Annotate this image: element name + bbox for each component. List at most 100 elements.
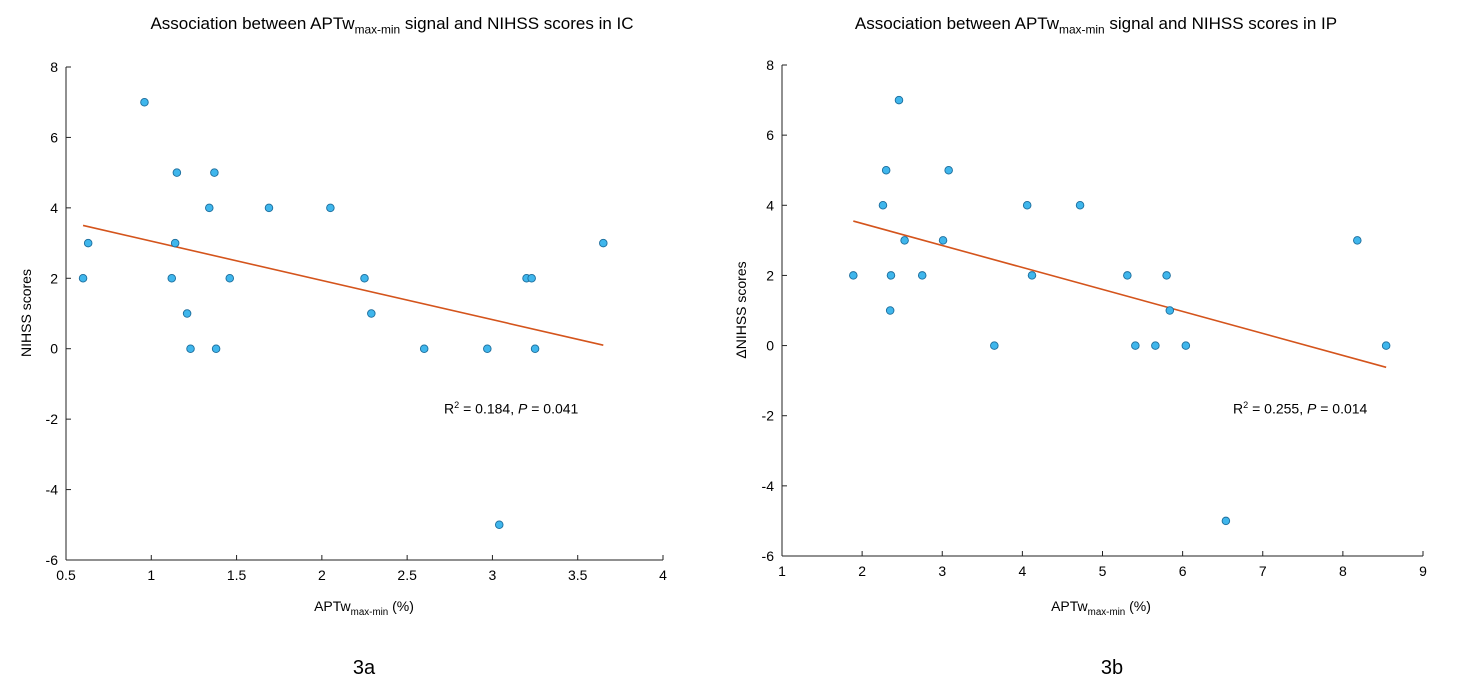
title-text: Association between APTw: [150, 14, 355, 33]
x-tick-label-3b: 9: [1419, 563, 1427, 579]
x-tick-label-3a: 3: [489, 567, 497, 583]
title-subscript: max-min: [1059, 22, 1105, 37]
x-tick-label-3b: 7: [1259, 563, 1267, 579]
p-value: 0.041: [543, 400, 579, 417]
x-tick-label-3a: 0.5: [56, 567, 76, 583]
y-tick-label-3b: 0: [766, 338, 774, 354]
data-point-3b: [990, 341, 999, 350]
data-point-3a: [419, 344, 429, 353]
x-tick-label-3b: 3: [938, 563, 946, 579]
caption-3a: 3a: [352, 657, 376, 679]
x-tick-label-3a: 1: [147, 567, 155, 583]
data-point-3b: [1027, 271, 1037, 280]
data-point-3b: [1381, 341, 1391, 350]
r2-value: 0.184: [475, 400, 511, 417]
xlabel-unit: (%): [388, 598, 414, 614]
chart-title-3b: Association between APTwmax-min signal a…: [855, 14, 1337, 36]
data-point-3a: [83, 238, 93, 248]
title-text-end: signal and NIHSS scores in IP: [1104, 14, 1338, 33]
r2-value: 0.255: [1264, 400, 1300, 417]
x-tick-label-3a: 4: [659, 567, 667, 583]
data-point-3b: [1151, 341, 1160, 350]
y-tick-label-3a: -2: [46, 411, 59, 427]
title-text: Association between APTw: [854, 14, 1060, 33]
data-point-3a: [78, 274, 88, 283]
y-axis-label-3b: ΔNIHSS scores: [733, 261, 749, 359]
data-point-3b: [1131, 341, 1140, 350]
data-point-3a: [205, 203, 214, 213]
data-point-3b: [1221, 516, 1231, 526]
caption-3b: 3b: [1100, 657, 1124, 679]
data-point-3a: [210, 168, 219, 177]
y-tick-label-3b: 2: [766, 267, 774, 283]
x-axis-label-3b: APTwmax-min (%): [1051, 598, 1151, 618]
data-point-3a: [530, 344, 540, 353]
y-tick-label-3b: -2: [762, 408, 775, 424]
data-point-3a: [182, 309, 192, 318]
data-point-3b: [1162, 271, 1171, 280]
data-point-3a: [211, 344, 221, 353]
data-point-3a: [360, 274, 369, 283]
y-tick-label-3b: -4: [762, 478, 775, 494]
y-tick-label-3a: 4: [50, 200, 58, 216]
x-tick-label-3b: 4: [1018, 563, 1026, 579]
data-point-3b: [886, 271, 896, 280]
data-point-3b: [1075, 201, 1085, 210]
data-point-3a: [367, 309, 376, 318]
regression-line-3a: [82, 224, 604, 346]
y-tick-label-3a: -6: [46, 552, 59, 568]
y-tick-label-3b: 8: [766, 57, 774, 73]
data-point-3a: [225, 274, 234, 283]
y-tick-label-3b: -6: [762, 548, 775, 564]
x-tick-label-3b: 6: [1179, 563, 1187, 579]
data-point-3b: [1022, 201, 1032, 210]
xlabel-unit: (%): [1125, 598, 1151, 614]
x-tick-label-3b: 2: [858, 563, 866, 579]
data-point-3a: [527, 274, 536, 283]
y-tick-label-3b: 6: [766, 127, 774, 143]
y-tick-label-3a: 8: [50, 59, 58, 75]
data-point-3b: [849, 271, 858, 280]
xlabel-subscript: max-min: [1087, 606, 1126, 618]
x-tick-label-3a: 2.5: [397, 567, 417, 583]
data-point-3a: [483, 344, 492, 353]
data-point-3a: [495, 520, 504, 530]
data-point-3a: [264, 203, 274, 213]
y-tick-label-3a: 0: [50, 341, 58, 357]
data-point-3a: [167, 274, 177, 283]
data-point-3a: [140, 97, 149, 107]
data-point-3b: [894, 95, 904, 105]
data-point-3b: [1353, 236, 1362, 245]
xlabel-subscript: max-min: [350, 606, 389, 618]
data-point-3b: [878, 201, 888, 210]
stats-annotation-3a: R2 = 0.184, P = 0.041: [444, 400, 579, 417]
y-tick-label-3a: -4: [46, 482, 59, 498]
y-axis-label-3a: NIHSS scores: [18, 269, 34, 357]
data-point-3b: [1123, 271, 1132, 280]
data-point-3a: [186, 344, 195, 353]
x-tick-label-3b: 1: [778, 563, 786, 579]
title-subscript: max-min: [354, 22, 401, 37]
data-point-3b: [917, 271, 927, 280]
data-point-3b: [1165, 306, 1175, 315]
x-tick-label-3a: 2: [318, 567, 326, 583]
data-point-3a: [599, 238, 608, 248]
y-tick-label-3a: 6: [50, 129, 58, 145]
x-tick-label-3b: 5: [1099, 563, 1107, 579]
stats-annotation-3b: R2 = 0.255, P = 0.014: [1233, 400, 1368, 417]
data-point-3a: [326, 203, 335, 213]
xlabel-text: APTw: [314, 598, 351, 614]
data-point-3b: [938, 236, 948, 245]
x-tick-label-3a: 1.5: [227, 567, 247, 583]
y-tick-label-3b: 4: [766, 197, 774, 213]
p-value: 0.014: [1332, 400, 1368, 417]
data-point-3b: [1181, 341, 1191, 350]
xlabel-text: APTw: [1051, 598, 1088, 614]
data-point-3a: [170, 238, 180, 248]
data-point-3b: [881, 165, 891, 175]
x-tick-label-3b: 8: [1339, 563, 1347, 579]
y-tick-label-3a: 2: [50, 270, 58, 286]
data-point-3b: [944, 165, 953, 175]
title-text-end: signal and NIHSS scores in IC: [400, 14, 634, 33]
